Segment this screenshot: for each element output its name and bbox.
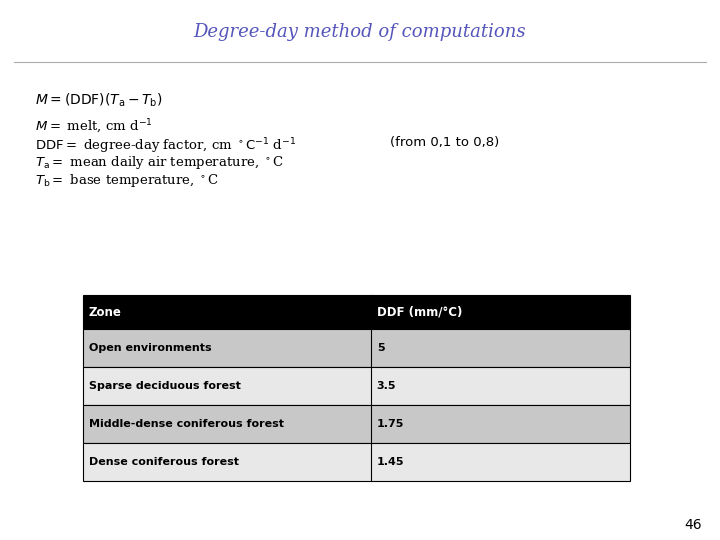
Bar [83,443,630,481]
Bar [83,405,630,443]
Text: DDF (mm/°C): DDF (mm/°C) [377,306,462,319]
Text: 3.5: 3.5 [377,381,396,391]
Text: 5: 5 [377,343,384,353]
Text: Degree-day method of computations: Degree-day method of computations [194,23,526,41]
Text: Open environments: Open environments [89,343,212,353]
Text: $M = \mathrm{(DDF)}(T_\mathrm{a} - T_\mathrm{b})$: $M = \mathrm{(DDF)}(T_\mathrm{a} - T_\ma… [35,92,163,110]
Text: Zone: Zone [89,306,122,319]
Bar [83,295,630,329]
Text: 1.75: 1.75 [377,419,404,429]
Text: $T_\mathrm{b} = $ base temperature, $^\circ$C: $T_\mathrm{b} = $ base temperature, $^\c… [35,172,219,189]
Text: (from 0,1 to 0,8): (from 0,1 to 0,8) [390,136,499,149]
Text: $\mathrm{DDF} = $ degree-day factor, cm $^\circ\mathrm{C}^{-1}$ d$^{-1}$: $\mathrm{DDF} = $ degree-day factor, cm … [35,136,296,156]
Text: Sparse deciduous forest: Sparse deciduous forest [89,381,240,391]
Text: $T_\mathrm{a} = $ mean daily air temperature, $^\circ$C: $T_\mathrm{a} = $ mean daily air tempera… [35,154,284,171]
Text: $M = $ melt, cm d$^{-1}$: $M = $ melt, cm d$^{-1}$ [35,118,153,136]
Bar [83,367,630,405]
Text: Middle-dense coniferous forest: Middle-dense coniferous forest [89,419,284,429]
Bar [83,329,630,367]
Text: 46: 46 [685,518,702,532]
Text: Dense coniferous forest: Dense coniferous forest [89,457,239,467]
Text: 1.45: 1.45 [377,457,405,467]
